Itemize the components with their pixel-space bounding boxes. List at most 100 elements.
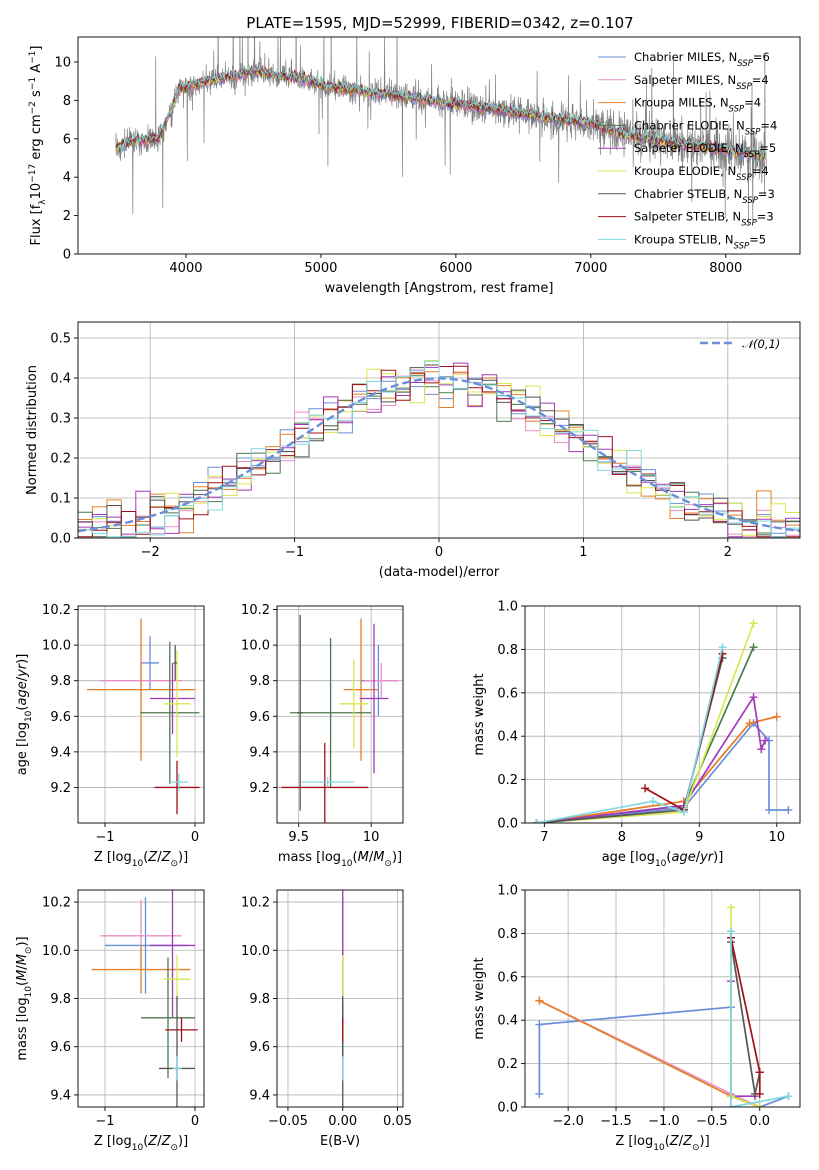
plot-area-z-mass — [91, 890, 198, 1107]
legend-entry: Kroupa MILES, NSSP=4 — [634, 96, 761, 115]
weight-line-chabrier-elodie — [536, 646, 755, 823]
plot-area-z-weight — [535, 903, 793, 1107]
x-axis-label: age [log10(age/yr)] — [602, 850, 724, 869]
x-tick-label: 6000 — [439, 261, 472, 276]
x-tick-label: 9.5 — [288, 830, 309, 845]
x-tick-label: 5000 — [304, 261, 337, 276]
weight-marker — [749, 619, 758, 628]
x-tick-label: 0 — [191, 830, 199, 845]
weight-marker — [745, 719, 754, 728]
y-axis-label: Normed distribution — [25, 365, 40, 495]
weight-line-kroupa-miles — [536, 715, 777, 823]
axes-frame — [77, 321, 801, 539]
y-axis-label: age [log10(age/yr)] — [15, 654, 34, 776]
x-tick-label: 2 — [724, 545, 732, 560]
weight-line-chabrier-stelib — [730, 941, 761, 1095]
weight-marker — [679, 808, 688, 817]
weight-marker — [727, 903, 736, 912]
weight-marker — [535, 1020, 544, 1029]
y-tick-label: 9.2 — [50, 781, 71, 796]
axes-frame — [524, 605, 801, 824]
weight-marker — [535, 996, 544, 1005]
x-tick-label: 0.0 — [749, 1114, 770, 1129]
weight-marker — [727, 927, 736, 936]
x-tick-label: −1.0 — [648, 1114, 680, 1129]
legend-entry: Salpeter MILES, NSSP=4 — [634, 73, 769, 92]
panel-spectrum: 4000 5000 6000 7000 8000 0 2 4 6 8 10 wavelength [A… — [28, 36, 801, 296]
y-tick-label: 6 — [63, 132, 71, 147]
weight-marker — [765, 805, 774, 814]
weight-marker — [648, 797, 657, 806]
weight-marker — [532, 819, 541, 823]
x-tick-label: −2.0 — [552, 1114, 584, 1129]
weight-marker — [718, 643, 727, 652]
y-tick-label: 10.0 — [241, 639, 270, 654]
y-tick-label: 9.8 — [50, 674, 71, 689]
histogram-salpeter-stelib — [78, 365, 800, 538]
weight-line-salpeter-stelib — [644, 653, 724, 812]
panel-residuals: −2 −1 0 1 2 0.0 0.1 0.2 0.3 0.4 0.5 (data-model)/er… — [25, 321, 801, 580]
weight-marker — [641, 784, 650, 793]
x-tick-label: 8000 — [709, 261, 742, 276]
x-tick-label: −1 — [95, 1114, 114, 1129]
x-tick-label: 8 — [618, 830, 626, 845]
weight-marker — [749, 643, 758, 652]
y-tick-label: 10.0 — [42, 639, 71, 654]
legend-entry: Salpeter STELIB, NSSP=3 — [634, 210, 774, 229]
y-tick-label: 0.0 — [497, 1101, 518, 1116]
legend-models: Chabrier MILES, NSSP=6 Salpeter MILES, NS… — [598, 50, 777, 251]
x-axis-label: Z [log10(Z/Z⊙)] — [94, 850, 188, 869]
y-tick-label: 0.0 — [497, 817, 518, 832]
y-tick-label: 0.2 — [497, 1057, 518, 1072]
x-tick-label: −0.5 — [696, 1114, 728, 1129]
weight-line-salpeter-stelib — [730, 937, 761, 1094]
weight-line-salpeter-elodie — [730, 981, 755, 1098]
plot-area-z-age — [87, 618, 200, 815]
y-tick-label: 10.2 — [42, 603, 71, 618]
x-axis-label: mass [log10(M/M⊙)] — [278, 850, 402, 869]
plot-area-mass-age — [281, 614, 399, 823]
y-tick-label: 2 — [63, 209, 71, 224]
y-tick-label: 9.6 — [249, 710, 270, 725]
y-tick-label: 0.6 — [497, 686, 518, 701]
panel-age-weight: 7 8 9 10 0.0 0.2 0.4 0.6 0.8 1.0 age [log10(age/yr… — [472, 600, 801, 869]
y-tick-label: 0.2 — [497, 773, 518, 788]
y-tick-label: 4 — [63, 171, 71, 186]
x-axis-label: Z [log10(Z/Z⊙)] — [94, 1134, 188, 1153]
legend-entry: Chabrier STELIB, NSSP=3 — [634, 187, 775, 206]
y-axis-label: mass [log10(M/M⊙)] — [15, 936, 34, 1060]
x-tick-label: −0.05 — [268, 1114, 308, 1129]
x-tick-label: 9 — [695, 830, 703, 845]
y-tick-label: 10.2 — [241, 896, 270, 911]
x-axis-label: (data-model)/error — [379, 565, 500, 580]
y-tick-label: 10.2 — [42, 896, 71, 911]
y-tick-label: 0.4 — [50, 372, 71, 387]
x-tick-label: 7000 — [574, 261, 607, 276]
legend-entry: Kroupa ELODIE, NSSP=4 — [634, 164, 769, 183]
panel-z-mass: −1 0 9.4 9.6 9.8 10.0 10.2 Z [log10(Z/Z⊙)] mass … — [15, 889, 205, 1153]
x-tick-label: 7 — [540, 830, 548, 845]
weight-line-salpeter-elodie — [536, 694, 766, 823]
y-tick-label: 9.6 — [50, 1040, 71, 1055]
weight-marker — [784, 1092, 793, 1101]
x-tick-label: 4000 — [169, 261, 202, 276]
legend-entry: Chabrier ELODIE, NSSP=4 — [634, 118, 777, 137]
y-tick-label: 9.4 — [50, 745, 71, 760]
weight-marker — [535, 1089, 544, 1098]
legend-entry: Salpeter ELODIE, NSSP=5 — [634, 141, 776, 160]
plot-area-spectrum — [115, 37, 767, 225]
axes-frame — [276, 605, 404, 824]
weight-marker — [755, 1089, 764, 1098]
x-tick-label: 10 — [363, 830, 380, 845]
legend-entry: Chabrier MILES, NSSP=6 — [634, 50, 770, 69]
weight-marker — [757, 745, 766, 754]
x-axis-label: wavelength [Angstrom, rest frame] — [325, 281, 554, 296]
panel-ebv-mass: −0.05 0.00 0.05 9.4 9.6 9.8 10.0 10.2 E(B-V) — [241, 889, 412, 1149]
histogram-chabrier-elodie — [78, 375, 800, 538]
legend-entry: Kroupa STELIB, NSSP=5 — [634, 232, 766, 251]
x-tick-label: 1 — [579, 545, 587, 560]
axes-frame — [276, 889, 404, 1108]
model-spectrum-kroupa-stelib — [115, 64, 767, 159]
y-axis-label: mass weight — [472, 673, 487, 755]
y-tick-label: 1.0 — [497, 600, 518, 615]
